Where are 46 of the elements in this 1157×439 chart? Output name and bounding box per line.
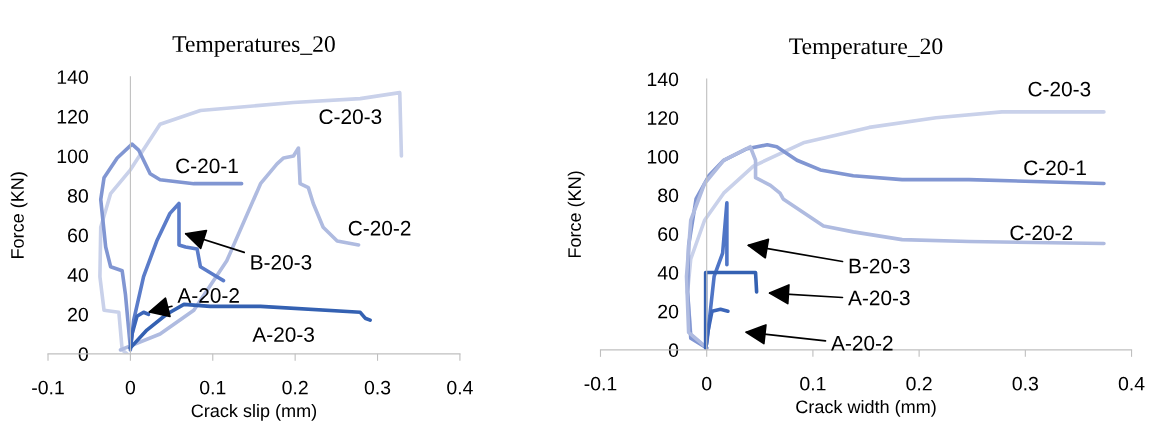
annotation: B-20-3 [849,258,910,274]
y-tick-label: 120 [57,109,88,124]
y-tick-label: 0 [668,343,679,358]
x-tick-label: 0 [125,380,136,395]
y-tick-label: 80 [658,188,679,203]
y-tick-label: 120 [647,111,679,125]
x-axis-title: Crack width (mm) [796,399,936,417]
annotation: C-20-3 [319,109,382,125]
x-axis-title: Crack slip (mm) [191,403,317,421]
x-tick-label: 0.1 [200,380,226,395]
annotation: C-20-1 [1024,160,1086,176]
y-tick-label: 40 [67,268,88,282]
y-tick-label: 140 [647,72,679,87]
x-tick-label: 0.2 [282,380,308,395]
y-tick-label: 60 [658,227,679,242]
x-tick-label: 0 [702,376,712,391]
annotation: C-20-1 [176,158,238,174]
y-tick-label: 20 [658,304,679,319]
annotation: A-20-2 [177,288,239,303]
x-tick-label: 0.3 [364,380,391,395]
y-tick-label: 20 [68,307,88,322]
x-tick-label: -0.1 [584,376,617,391]
y-axis-title: Force (KN) [10,172,28,258]
chart-title: Temperatures_20 [172,36,335,57]
annotation: A-20-3 [848,290,910,306]
annotation: B-20-3 [251,254,312,270]
y-tick-label: 0 [78,347,88,362]
annotation: C-20-2 [1010,225,1073,241]
annotation: A-20-3 [252,327,314,342]
annotation: A-20-2 [831,335,893,351]
y-tick-label: 60 [68,228,88,243]
x-tick-label: 0.2 [906,376,932,391]
x-tick-label: -0.1 [32,380,64,395]
y-axis-title: Force (KN) [567,171,585,258]
y-tick-label: 40 [657,265,679,280]
x-tick-label: 0.3 [1012,376,1038,391]
y-tick-label: 100 [647,149,679,164]
x-tick-label: 0.1 [800,376,826,391]
annotation: C-20-2 [348,220,411,236]
x-tick-label: 0.4 [447,380,473,395]
x-tick-label: 0.4 [1118,376,1145,391]
y-tick-label: 100 [57,149,88,164]
annotation: C-20-3 [1028,81,1091,97]
chart-title: Temperature_20 [789,38,943,60]
y-tick-label: 140 [57,70,88,85]
y-tick-label: 80 [67,189,88,203]
